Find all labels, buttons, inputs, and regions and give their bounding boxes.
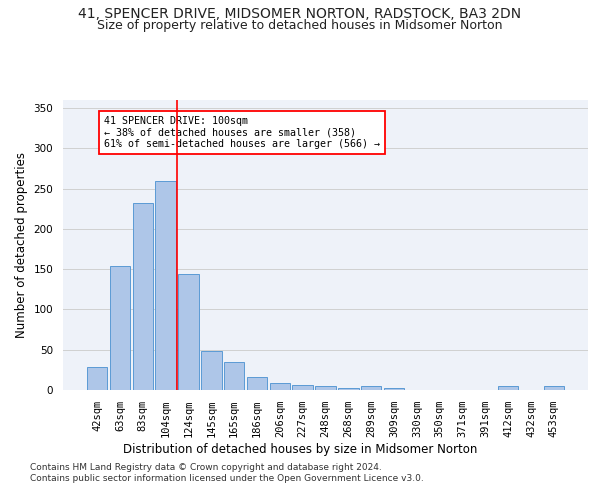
Text: Size of property relative to detached houses in Midsomer Norton: Size of property relative to detached ho… [97,19,503,32]
Bar [178,274,199,390]
Bar [87,368,107,390]
Bar [110,266,130,390]
Text: Contains public sector information licensed under the Open Government Licence v3: Contains public sector information licen… [30,474,424,483]
Text: Distribution of detached houses by size in Midsomer Norton: Distribution of detached houses by size … [123,442,477,456]
Bar [315,386,336,390]
Bar [133,203,153,390]
Bar [544,386,564,390]
Bar [201,352,221,390]
Bar [384,388,404,390]
Bar [292,385,313,390]
Text: 41, SPENCER DRIVE, MIDSOMER NORTON, RADSTOCK, BA3 2DN: 41, SPENCER DRIVE, MIDSOMER NORTON, RADS… [79,8,521,22]
Bar [361,386,382,390]
Bar [338,388,359,390]
Bar [155,180,176,390]
Bar [498,386,518,390]
Text: 41 SPENCER DRIVE: 100sqm
← 38% of detached houses are smaller (358)
61% of semi-: 41 SPENCER DRIVE: 100sqm ← 38% of detach… [104,116,380,150]
Bar [224,362,244,390]
Bar [247,377,267,390]
Bar [269,383,290,390]
Y-axis label: Number of detached properties: Number of detached properties [15,152,28,338]
Text: Contains HM Land Registry data © Crown copyright and database right 2024.: Contains HM Land Registry data © Crown c… [30,462,382,471]
